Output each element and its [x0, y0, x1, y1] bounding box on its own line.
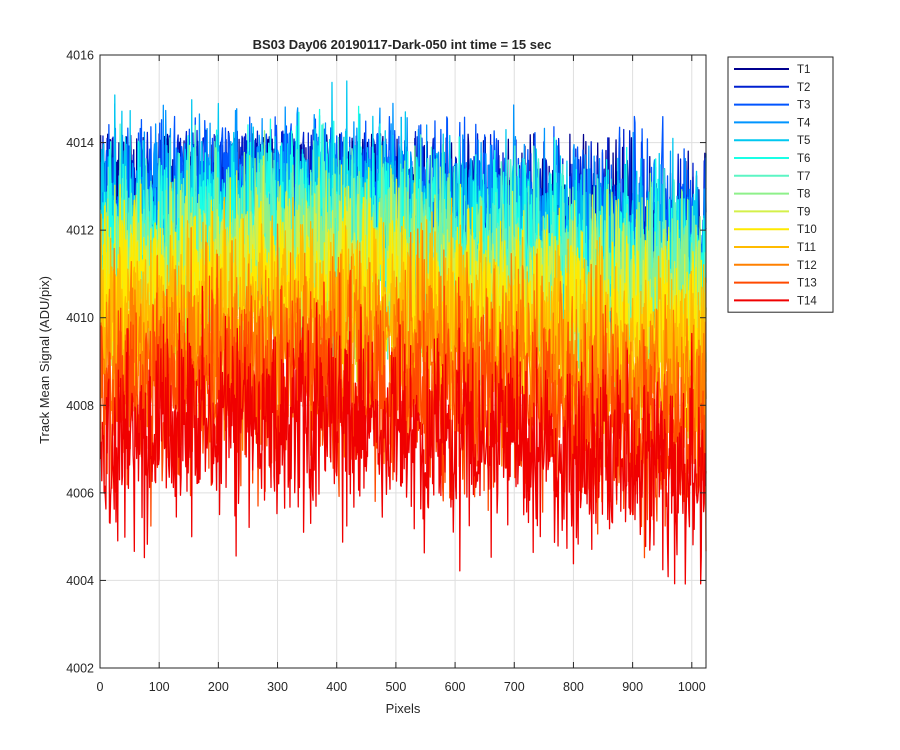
x-tick-label: 500: [385, 680, 406, 694]
y-tick-label: 4008: [66, 399, 94, 413]
y-tick-label: 4014: [66, 136, 94, 150]
x-tick-label: 900: [622, 680, 643, 694]
legend-label: T11: [797, 242, 816, 254]
legend-item-t6[interactable]: T6: [734, 153, 810, 165]
x-tick-label: 600: [445, 680, 466, 694]
legend-label: T7: [797, 171, 810, 183]
axis-ticks: 0 100 200 300 400 500 600 700 800 900 1000 4002 4004…: [66, 49, 706, 694]
x-tick-label: 0: [97, 680, 104, 694]
y-tick-label: 4012: [66, 224, 94, 238]
legend[interactable]: T1 T2 T3 T4 T5 T6 T7 T8 T9 T10 T11 T12 T13 T14: [727, 56, 834, 313]
y-axis-label: Track Mean Signal (ADU/pix): [37, 276, 52, 444]
legend-label: T3: [797, 100, 810, 112]
y-tick-label: 4002: [66, 662, 94, 676]
y-tick-label: 4010: [66, 311, 94, 325]
legend-box: [727, 56, 834, 313]
x-tick-label: 800: [563, 680, 584, 694]
legend-label: T8: [797, 189, 810, 201]
legend-label: T1: [797, 64, 810, 76]
x-tick-label: 200: [208, 680, 229, 694]
legend-label: T12: [797, 260, 817, 272]
legend-label: T13: [797, 278, 817, 290]
x-tick-label: 1000: [678, 680, 706, 694]
legend-label: T6: [797, 153, 810, 165]
chart-title: BS03 Day06 20190117-Dark-050 int time = …: [253, 37, 552, 52]
legend-label: T5: [797, 135, 810, 147]
legend-item-t10[interactable]: T10: [734, 224, 817, 236]
axes-box: [99, 54, 707, 669]
legend-item-t1[interactable]: T1: [734, 64, 810, 76]
x-tick-label: 400: [326, 680, 347, 694]
x-axis-label: Pixels: [386, 701, 421, 716]
legend-label: T9: [797, 206, 810, 218]
series-line-t14: [99, 285, 707, 585]
y-tick-label: 4006: [66, 486, 94, 500]
legend-item-t14[interactable]: T14: [734, 295, 817, 307]
legend-item-t7[interactable]: T7: [734, 171, 810, 183]
legend-item-t8[interactable]: T8: [734, 189, 810, 201]
y-tick-label: 4004: [66, 574, 94, 588]
legend-item-t11[interactable]: T11: [734, 242, 816, 254]
legend-item-t13[interactable]: T13: [734, 278, 817, 290]
x-tick-label: 100: [149, 680, 170, 694]
legend-item-t9[interactable]: T9: [734, 206, 810, 218]
series-lines: [99, 80, 707, 585]
legend-label: T10: [797, 224, 817, 236]
legend-item-t5[interactable]: T5: [734, 135, 810, 147]
legend-item-t4[interactable]: T4: [734, 117, 811, 129]
x-tick-label: 300: [267, 680, 288, 694]
x-tick-label: 700: [504, 680, 525, 694]
legend-label: T14: [797, 295, 817, 307]
y-tick-label: 4016: [66, 49, 94, 63]
legend-label: T4: [797, 117, 811, 129]
legend-item-t2[interactable]: T2: [734, 82, 810, 94]
legend-label: T2: [797, 82, 810, 94]
legend-item-t12[interactable]: T12: [734, 260, 817, 272]
legend-item-t3[interactable]: T3: [734, 100, 810, 112]
